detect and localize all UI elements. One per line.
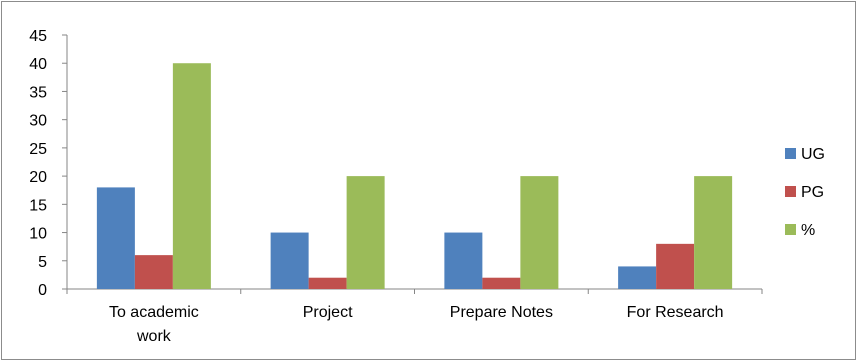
legend-swatch (785, 148, 796, 159)
y-tick-label: 15 (29, 197, 47, 214)
y-tick-label: 10 (29, 226, 47, 243)
bar-pct-1 (346, 176, 385, 289)
y-tick-label: 5 (38, 254, 47, 271)
bar-pg-0 (134, 255, 173, 289)
legend-label: % (801, 222, 815, 239)
x-category-label: For Research (627, 304, 724, 321)
bar-pg-1 (308, 277, 347, 289)
y-tick-label: 20 (29, 169, 47, 186)
x-category-label: Prepare Notes (450, 304, 553, 321)
bar-pct-3 (694, 176, 733, 289)
bar-ug-0 (96, 187, 135, 289)
x-category-label: To academic work (109, 304, 199, 345)
x-category-label-line: work (136, 328, 172, 345)
bar-ug-2 (444, 232, 483, 289)
y-tick-label: 45 (29, 28, 47, 45)
legend-swatch (785, 186, 796, 197)
legend-label: PG (801, 184, 824, 201)
y-tick-label: 30 (29, 113, 47, 130)
legend: UG PG% (785, 146, 825, 239)
legend-label: UG (801, 146, 825, 163)
bar-pg-2 (482, 277, 521, 289)
x-category-label: Project (303, 304, 353, 321)
bar-pg-3 (656, 243, 695, 289)
bar-ug-1 (270, 232, 309, 289)
bar-pct-2 (520, 176, 559, 289)
legend-swatch (785, 224, 796, 235)
x-category-label-line: To academic (109, 304, 199, 321)
y-tick-label: 0 (38, 282, 47, 299)
bars (96, 63, 733, 289)
x-category-label-line: Prepare Notes (450, 304, 553, 321)
y-tick-label: 40 (29, 56, 47, 73)
y-tick-label: 25 (29, 141, 47, 158)
x-category-label-line: For Research (627, 304, 724, 321)
bar-pct-0 (172, 63, 211, 289)
x-category-label-line: Project (303, 304, 353, 321)
bar-ug-3 (618, 266, 657, 289)
axes: 0 5 10 15 20 25 30 35 40 45 To academic work Project… (29, 28, 763, 345)
y-tick-label: 35 (29, 84, 47, 101)
